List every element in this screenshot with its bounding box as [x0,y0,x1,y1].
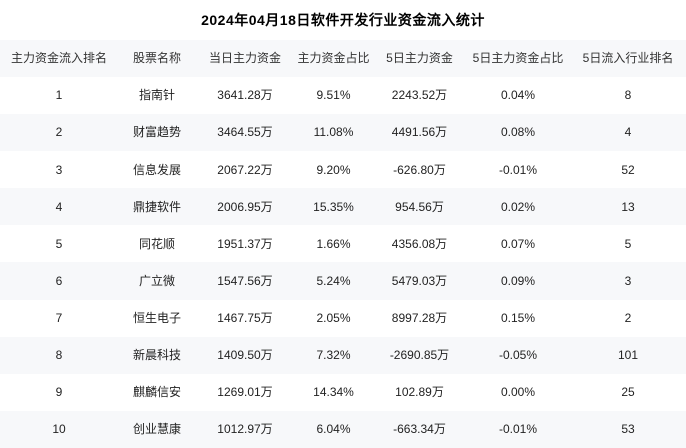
cell-today-main-fund: 2067.22万 [217,162,273,177]
cell-today-main-fund: 1467.75万 [217,310,273,325]
cell-5day-fund-ratio: 0.09% [500,273,536,288]
cell-rank: 6 [55,273,63,288]
cell-today-main-fund: 1012.97万 [217,422,273,437]
cell-5day-fund-ratio: -0.01% [498,422,538,437]
cell-stock-name: 广立微 [138,273,175,288]
table-row: 8 新晨科技 1409.50万 7.32% -2690.85万 -0.05% 101 [0,336,686,374]
header-main-fund-ratio: 主力资金占比 [297,51,370,66]
cell-today-main-fund: 3464.55万 [217,125,273,140]
cell-rank: 3 [55,162,63,177]
cell-stock-name: 创业慧康 [132,422,181,437]
cell-5day-industry-rank: 52 [621,162,635,177]
cell-main-fund-ratio: 15.35% [313,199,354,214]
cell-5day-fund-ratio: 0.00% [500,385,536,400]
cell-rank: 8 [55,348,63,362]
table-row: 4 鼎捷软件 2006.95万 15.35% 954.56万 0.02% 13 [0,188,686,226]
cell-5day-fund-ratio: 0.15% [500,310,536,325]
header-stock-name: 股票名称 [132,51,181,66]
table-row: 9 麒麟信安 1269.01万 14.34% 102.89万 0.00% 25 [0,373,686,411]
header-rank: 主力资金流入排名 [10,51,107,66]
cell-5day-industry-rank: 4 [624,125,632,140]
cell-today-main-fund: 1409.50万 [217,348,273,362]
cell-rank: 7 [55,310,63,325]
header-5day-industry-rank: 5日流入行业排名 [582,51,674,66]
cell-5day-main-fund: 102.89万 [395,385,444,400]
cell-5day-fund-ratio: 0.04% [500,88,536,103]
table-row: 5 同花顺 1951.37万 1.66% 4356.08万 0.07% 5 [0,225,686,263]
table-row: 7 恒生电子 1467.75万 2.05% 8997.28万 0.15% 2 [0,299,686,337]
cell-5day-industry-rank: 25 [621,385,635,400]
header-today-main-fund: 当日主力资金 [208,51,281,66]
cell-5day-industry-rank: 13 [621,199,635,214]
cell-stock-name: 恒生电子 [132,310,181,325]
cell-today-main-fund: 1269.01万 [217,385,273,400]
cell-main-fund-ratio: 14.34% [313,385,354,400]
cell-5day-fund-ratio: -0.01% [498,162,538,177]
cell-stock-name: 麒麟信安 [132,385,181,400]
cell-5day-main-fund: -663.34万 [393,422,446,437]
cell-5day-main-fund: 8997.28万 [391,310,448,325]
cell-stock-name: 同花顺 [138,236,175,251]
cell-5day-fund-ratio: 0.07% [500,236,536,251]
page-title: 2024年04月18日软件开发行业资金流入统计 [201,12,485,28]
cell-5day-industry-rank: 3 [624,273,632,288]
cell-main-fund-ratio: 9.20% [316,162,351,177]
table-row: 6 广立微 1547.56万 5.24% 5479.03万 0.09% 3 [0,262,686,300]
header-5day-fund-ratio: 5日主力资金占比 [472,51,564,66]
table-row: 10 创业慧康 1012.97万 6.04% -663.34万 -0.01% 53 [0,410,686,448]
cell-main-fund-ratio: 1.66% [316,236,351,251]
cell-today-main-fund: 2006.95万 [217,199,273,214]
cell-5day-industry-rank: 2 [624,310,632,325]
cell-5day-main-fund: 954.56万 [395,199,444,214]
cell-5day-fund-ratio: 0.08% [500,125,536,140]
cell-5day-fund-ratio: 0.02% [500,199,536,214]
cell-today-main-fund: 1951.37万 [217,236,273,251]
table-row: 3 信息发展 2067.22万 9.20% -626.80万 -0.01% 52 [0,151,686,189]
cell-rank: 2 [55,125,63,140]
cell-stock-name: 指南针 [138,88,175,103]
cell-rank: 5 [55,236,63,251]
table-header-row: 主力资金流入排名 股票名称 当日主力资金 主力资金占比 5日主力资金 5日主力资… [0,40,686,77]
cell-main-fund-ratio: 11.08% [313,125,354,140]
cell-5day-main-fund: 4491.56万 [391,125,448,140]
cell-today-main-fund: 1547.56万 [217,273,273,288]
cell-5day-main-fund: 5479.03万 [391,273,448,288]
cell-stock-name: 新晨科技 [132,348,181,362]
cell-5day-industry-rank: 5 [624,236,632,251]
cell-rank: 9 [55,385,63,400]
cell-rank: 10 [52,422,66,437]
fund-flow-table: 主力资金流入排名 股票名称 当日主力资金 主力资金占比 5日主力资金 5日主力资… [0,40,686,448]
cell-main-fund-ratio: 2.05% [316,310,351,325]
cell-rank: 4 [55,199,63,214]
cell-today-main-fund: 3641.28万 [217,88,273,103]
title-bar: 2024年04月18日软件开发行业资金流入统计 [0,0,686,40]
cell-main-fund-ratio: 9.51% [316,88,351,103]
cell-5day-main-fund: 4356.08万 [391,236,448,251]
cell-5day-industry-rank: 8 [624,88,632,103]
cell-5day-main-fund: -626.80万 [393,162,446,177]
cell-main-fund-ratio: 7.32% [316,348,351,362]
cell-5day-fund-ratio: -0.05% [498,348,538,362]
cell-main-fund-ratio: 5.24% [316,273,351,288]
header-5day-main-fund: 5日主力资金 [386,51,453,66]
table-body: 1 指南针 3641.28万 9.51% 2243.52万 0.04% 8 2 财富趋势 3464… [0,77,686,448]
table-row: 2 财富趋势 3464.55万 11.08% 4491.56万 0.08% 4 [0,114,686,152]
cell-5day-main-fund: -2690.85万 [389,348,450,362]
cell-5day-industry-rank: 53 [621,422,635,437]
table-row: 1 指南针 3641.28万 9.51% 2243.52万 0.04% 8 [0,77,686,115]
cell-stock-name: 信息发展 [132,162,181,177]
cell-5day-industry-rank: 101 [617,348,639,362]
cell-stock-name: 财富趋势 [132,125,181,140]
cell-5day-main-fund: 2243.52万 [391,88,448,103]
cell-stock-name: 鼎捷软件 [132,199,181,214]
cell-rank: 1 [55,88,63,103]
cell-main-fund-ratio: 6.04% [316,422,351,437]
